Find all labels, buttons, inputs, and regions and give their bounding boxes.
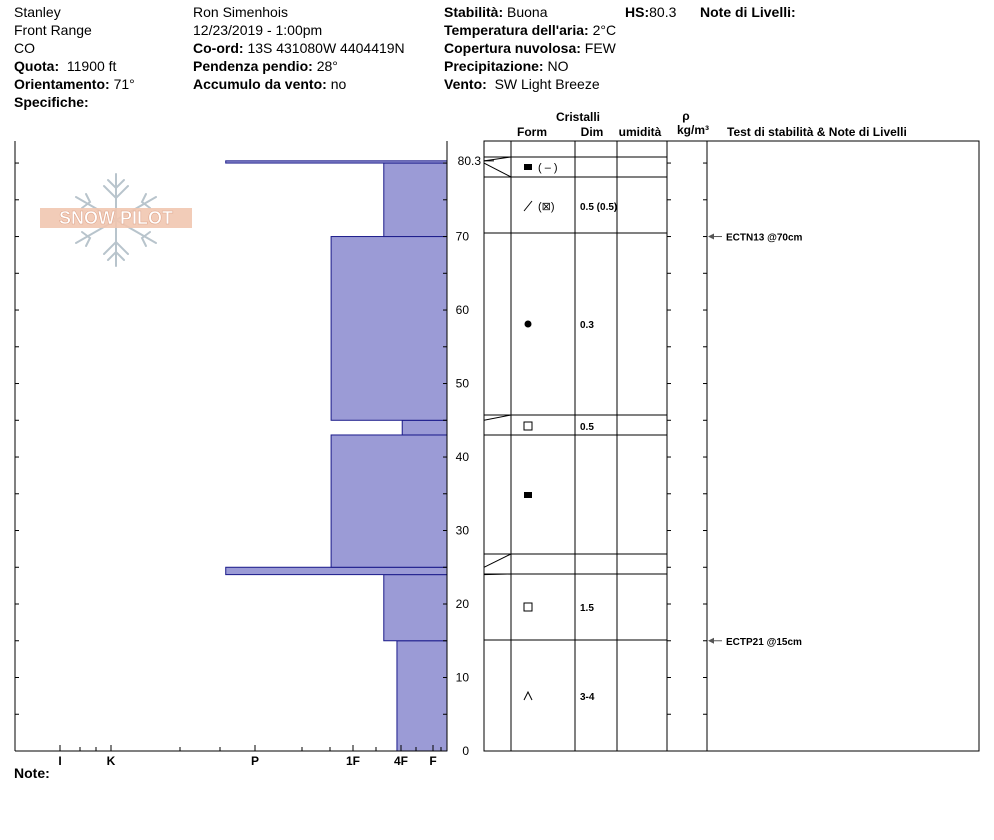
y-tick-label: 0 — [462, 744, 469, 758]
y-tick-label: 50 — [456, 377, 470, 391]
hardness-tick-label: P — [251, 754, 259, 768]
header-tests: Test di stabilità & Note di Livelli — [727, 125, 907, 139]
y-tick-label: 10 — [456, 671, 470, 685]
header-size: Dim — [581, 125, 604, 139]
header-col-3: Stabilità: Buona Temperatura dell'aria: … — [444, 3, 616, 93]
header-col-2: Ron Simenhois 12/23/2019 - 1:00pm Co-ord… — [193, 3, 405, 93]
snow-height: HS:80.3 — [625, 4, 677, 20]
depth-hoar-icon — [523, 690, 533, 701]
coordinates: Co-ord: 13S 431080W 4404419N — [193, 40, 405, 56]
stability: Stabilità: Buona — [444, 4, 548, 20]
notes-label: Note: — [14, 765, 50, 781]
specifics: Specifiche: — [14, 94, 89, 110]
y-tick-label: 20 — [456, 597, 470, 611]
rounded-grain-icon — [524, 320, 532, 328]
crystal-table-frame — [483, 140, 980, 752]
cloud-cover: Copertura nuvolosa: FEW — [444, 40, 616, 56]
hardness-bar — [383, 162, 448, 238]
y-tick-label: 40 — [456, 450, 470, 464]
layer-connector — [483, 553, 512, 568]
crystal-form-secondary: (⊠) — [538, 201, 555, 213]
hardness-bar — [225, 566, 448, 576]
crystal-size: 3-4 — [580, 692, 595, 703]
crystal-size: 1.5 — [580, 603, 594, 614]
layer-connector — [483, 414, 512, 421]
hardness-tick-label: 4F — [394, 754, 408, 768]
faceted-crystal-icon — [523, 421, 533, 431]
crystal-form-secondary: ( – ) — [538, 162, 558, 174]
range: Front Range — [14, 22, 92, 38]
hardness-bar — [396, 640, 448, 752]
y-tick-label: 70 — [456, 230, 470, 244]
header-density-unit: kg/m³ — [677, 123, 709, 137]
header-form: Form — [517, 125, 547, 139]
faceted-crystal-icon — [523, 602, 533, 612]
layer-connector — [483, 156, 512, 162]
hardness-bar — [330, 236, 448, 421]
melt-forms-icon — [524, 164, 532, 170]
hardness-bar — [383, 574, 448, 642]
elevation: Quota: 11900 ft — [14, 58, 117, 74]
header-moisture: umidità — [619, 125, 662, 139]
stability-test-label: ECTP21 @15cm — [726, 637, 802, 648]
layer-notes-title: Note di Livelli: — [700, 4, 796, 20]
hardness-bar — [330, 434, 448, 568]
header-crystals: Cristalli — [556, 110, 600, 124]
header-col-1: Stanley Front Range CO Quota: 11900 ft O… — [14, 3, 135, 111]
crystal-size: 0.3 — [580, 320, 594, 331]
location: Stanley — [14, 4, 61, 20]
snowpilot-logo: SNOW PILOT — [40, 173, 192, 267]
aspect: Orientamento: 71° — [14, 76, 135, 92]
wind: Vento: SW Light Breeze — [444, 76, 600, 92]
hardness-tick-label: I — [58, 754, 61, 768]
stability-test-label: ECTN13 @70cm — [726, 233, 803, 244]
test-arrow-head — [708, 637, 714, 644]
slope: Pendenza pendio: 28° — [193, 58, 338, 74]
hardness-bar — [225, 160, 448, 164]
crystal-size: 0.5 (0.5) — [580, 202, 617, 213]
hardness-tick-label: K — [107, 754, 116, 768]
air-temperature: Temperatura dell'aria: 2°C — [444, 22, 617, 38]
datetime: 12/23/2019 - 1:00pm — [193, 22, 323, 38]
hardness-tick-label: F — [429, 754, 436, 768]
y-tick-label: 60 — [456, 303, 470, 317]
decomposed-fragment-icon — [523, 200, 533, 212]
precipitation: Precipitazione: NO — [444, 58, 569, 74]
observer: Ron Simenhois — [193, 4, 288, 20]
test-arrow-head — [708, 233, 714, 240]
layer-connector — [483, 162, 512, 178]
logo-text: SNOW PILOT — [59, 208, 173, 228]
hardness-tick-label: 1F — [346, 754, 360, 768]
wind-loading: Accumulo da vento: no — [193, 76, 347, 92]
state: CO — [14, 40, 35, 56]
melt-forms-icon — [524, 492, 532, 498]
layer-connector — [483, 573, 512, 576]
crystal-size: 0.5 — [580, 422, 594, 433]
y-tick-label: 30 — [456, 524, 470, 538]
hardness-bar — [401, 419, 448, 436]
y-top-label: 80.3 — [458, 154, 482, 168]
header-density-symbol: ρ — [682, 109, 689, 123]
